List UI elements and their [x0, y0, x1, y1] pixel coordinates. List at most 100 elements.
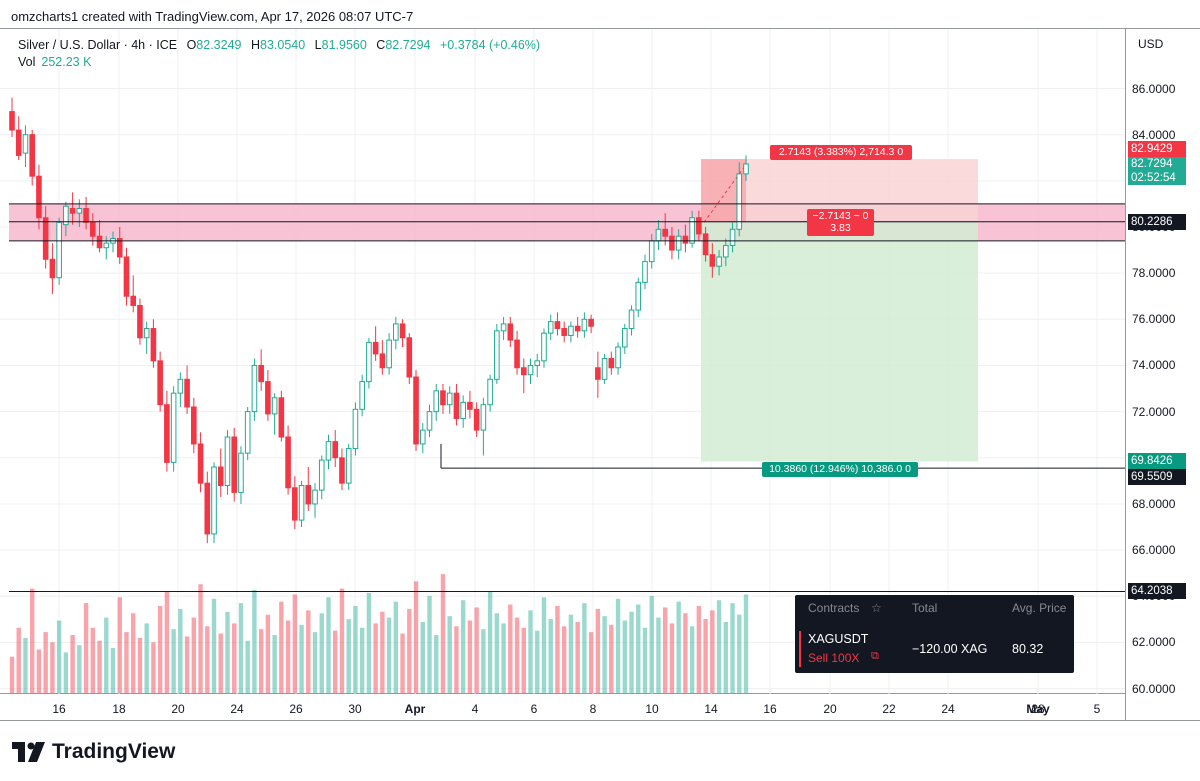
- candle-body: [69, 208, 76, 214]
- candle-body: [137, 304, 143, 339]
- candle-body: [608, 358, 615, 369]
- pin-icon[interactable]: ☆: [871, 601, 882, 615]
- candle-body: [197, 443, 204, 484]
- volume-bar: [184, 636, 190, 693]
- candle-body: [211, 466, 217, 535]
- pnl-label: −2.7143 ~ 0: [812, 210, 869, 222]
- candle-body: [628, 309, 635, 330]
- volume-bar: [609, 624, 614, 693]
- volume-bar: [528, 610, 533, 693]
- volume-bar: [245, 640, 250, 693]
- candle-body: [393, 323, 399, 341]
- legend-open: 82.3249: [196, 38, 242, 52]
- candle-body: [22, 134, 29, 154]
- candle-body: [547, 321, 554, 334]
- volume-bar: [676, 601, 681, 693]
- legend-symbol[interactable]: Silver / U.S. Dollar · 4h · ICE: [18, 38, 178, 52]
- volume-bar: [178, 608, 183, 693]
- volume-bar: [629, 611, 634, 693]
- candle-body: [116, 238, 123, 258]
- candle-body: [648, 240, 655, 263]
- volume-bar: [306, 610, 311, 693]
- volume-bar: [683, 613, 688, 693]
- candle-body: [635, 281, 642, 311]
- time-axis-label: 18: [112, 702, 126, 716]
- time-axis-label: 16: [52, 702, 66, 716]
- candle-body: [419, 429, 426, 445]
- tradingview-logo-icon: [12, 742, 45, 762]
- position-symbol[interactable]: XAGUSDT: [808, 632, 869, 646]
- position-total: −120.00 XAG: [912, 642, 988, 656]
- candle-body: [487, 378, 493, 406]
- candle-body: [433, 390, 440, 413]
- candle-body: [453, 392, 460, 420]
- candle-body: [500, 323, 507, 332]
- time-axis-label: 20: [823, 702, 837, 716]
- legend-close: 82.7294: [385, 38, 431, 52]
- volume-bar: [494, 613, 500, 693]
- candle-body: [42, 217, 49, 260]
- countdown: 02:52:54: [1131, 172, 1176, 184]
- legend-open-label: O: [186, 38, 197, 52]
- volume-bar: [413, 581, 419, 693]
- candle-body: [258, 364, 264, 383]
- volume-bar: [716, 600, 722, 693]
- volume-bar: [265, 614, 271, 693]
- volume-bar: [164, 591, 170, 693]
- candle-body: [157, 360, 163, 406]
- legend-change: +0.3784 (+0.46%): [440, 38, 541, 52]
- volume-bar: [232, 623, 237, 693]
- volume-bar: [137, 637, 143, 693]
- stop-price-tag: 82.9429: [1128, 141, 1186, 157]
- take-profit-label[interactable]: 10.3860 (12.946%) 10,386.0 0: [762, 462, 918, 477]
- candle-body: [473, 408, 480, 431]
- volume-bar: [622, 620, 627, 693]
- candle-body: [170, 392, 177, 463]
- price-axis-label: 74.0000: [1132, 358, 1176, 373]
- legend-close-label: C: [376, 38, 386, 52]
- level-price-tag: 69.5509: [1128, 469, 1186, 485]
- volume-bar: [157, 606, 163, 693]
- price-axis-label: 68.0000: [1132, 496, 1176, 511]
- candle-body: [265, 381, 271, 415]
- stop-loss-label[interactable]: 2.7143 (3.383%) 2,714.3 0: [770, 145, 912, 160]
- legend-vol: 252.23 K: [41, 55, 92, 69]
- candle-body: [494, 330, 500, 380]
- volume-bar: [124, 632, 129, 693]
- volume-bar: [460, 600, 466, 693]
- volume-bar: [689, 626, 695, 693]
- price-axis-label: 72.0000: [1132, 404, 1176, 419]
- candle-body: [406, 337, 413, 378]
- volume-bar: [23, 637, 28, 693]
- volume-bar: [117, 597, 122, 693]
- col-contracts: Contracts: [808, 601, 860, 615]
- candle-body: [595, 367, 601, 380]
- currency-label[interactable]: USD: [1138, 37, 1164, 51]
- candle-body: [251, 364, 258, 413]
- volume-bar: [285, 620, 291, 693]
- tradingview-logo[interactable]: TradingView: [12, 740, 175, 764]
- entry-price-tag: 80.2286: [1128, 214, 1186, 230]
- volume-bar: [171, 629, 176, 693]
- candle-body: [413, 376, 419, 445]
- candle-body: [554, 321, 561, 330]
- candle-body: [601, 358, 608, 380]
- chart-legend: Silver / U.S. Dollar · 4h · ICE O82.3249…: [18, 37, 540, 71]
- volume-bar: [198, 584, 203, 693]
- time-axis-label: 20: [171, 702, 185, 716]
- price-axis-label: 86.0000: [1132, 81, 1176, 96]
- volume-bar: [238, 603, 244, 693]
- pnl-label-box[interactable]: [807, 209, 874, 236]
- candle-body: [278, 397, 285, 438]
- edit-icon[interactable]: ⧉: [871, 650, 879, 662]
- volume-bar: [548, 619, 553, 693]
- volume-bar: [77, 645, 82, 693]
- legend-low: 81.9560: [321, 38, 367, 52]
- take-profit-zone: [701, 221, 978, 462]
- volume-bar: [104, 617, 109, 693]
- candle-body: [224, 436, 231, 486]
- volume-bar: [602, 616, 607, 693]
- candle-body: [238, 452, 244, 493]
- candle-body: [63, 205, 69, 226]
- candle-body: [305, 484, 312, 505]
